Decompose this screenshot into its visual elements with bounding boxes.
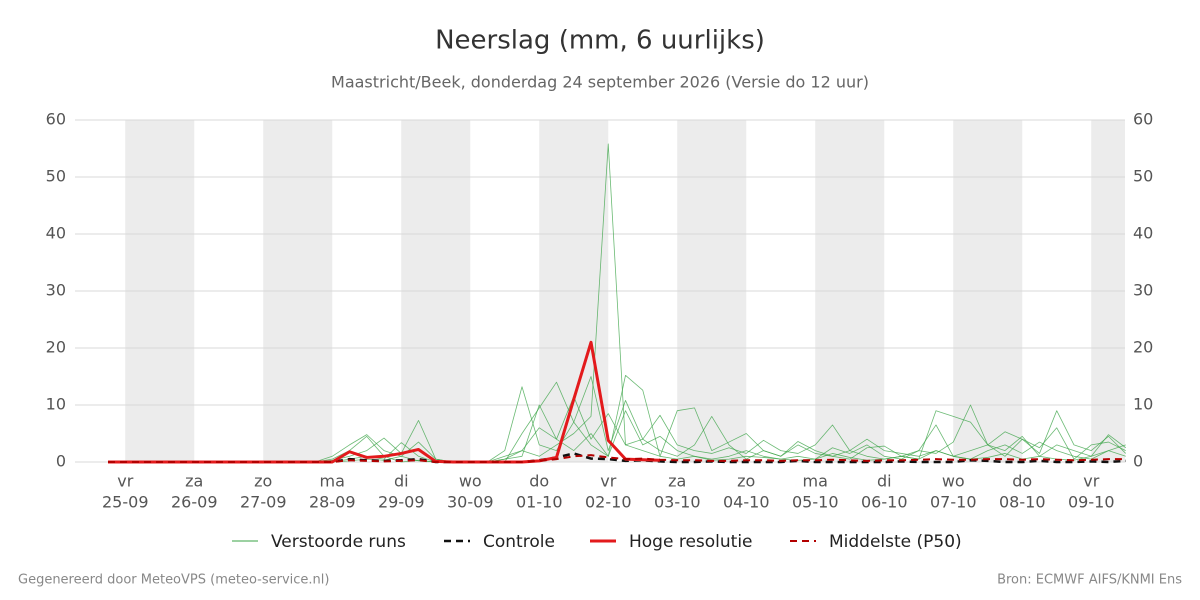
y2-tick-label: 20: [1133, 338, 1153, 357]
x-tick-label: 30-09: [447, 493, 494, 512]
y-tick-label: 0: [56, 452, 66, 471]
grid: vr 25-09 za 26-09 zo 27-09 ma 28-09 di 29-09 wo 30-…: [46, 110, 1154, 512]
x-tick-label: 09-10: [1068, 493, 1115, 512]
series-line: [108, 454, 1126, 463]
legend-label: Middelste (P50): [829, 532, 962, 552]
y-tick-label: 50: [46, 167, 66, 186]
x-tick-weekday: za: [185, 472, 203, 491]
x-tick-weekday: ma: [803, 472, 828, 491]
y2-tick-label: 60: [1133, 110, 1153, 129]
x-tick-label: 06-10: [861, 493, 908, 512]
x-tick-weekday: di: [394, 472, 409, 491]
y-tick-label: 10: [46, 395, 66, 414]
chart-title: Neerslag (mm, 6 uurlijks): [435, 26, 765, 56]
y2-tick-label: 0: [1133, 452, 1143, 471]
x-tick-label: 08-10: [999, 493, 1046, 512]
x-tick-label: 05-10: [792, 493, 839, 512]
legend: Verstoorde runs Controle Hoge resolutie Mid…: [232, 532, 962, 552]
y2-tick-label: 10: [1133, 395, 1153, 414]
legend-label: Verstoorde runs: [271, 532, 406, 552]
x-tick-weekday: zo: [254, 472, 272, 491]
x-tick-weekday: wo: [459, 472, 482, 491]
y-tick-label: 30: [46, 281, 66, 300]
x-tick-label: 26-09: [171, 493, 218, 512]
y-tick-label: 20: [46, 338, 66, 357]
x-tick-weekday: vr: [1083, 472, 1099, 491]
x-tick-weekday: do: [1012, 472, 1032, 491]
x-tick-label: 29-09: [378, 493, 425, 512]
series-line: [108, 340, 661, 464]
y2-tick-label: 30: [1133, 281, 1153, 300]
x-tick-weekday: vr: [117, 472, 133, 491]
x-tick-label: 25-09: [102, 493, 149, 512]
y2-tick-label: 50: [1133, 167, 1153, 186]
x-tick-label: 01-10: [516, 493, 563, 512]
y2-tick-label: 40: [1133, 224, 1153, 243]
x-tick-weekday: vr: [600, 472, 616, 491]
plot-area: [108, 143, 1127, 464]
x-tick-label: 27-09: [240, 493, 287, 512]
x-tick-label: 02-10: [585, 493, 632, 512]
x-tick-label: 07-10: [930, 493, 977, 512]
y-tick-label: 60: [46, 110, 66, 129]
chart-subtitle: Maastricht/Beek, donderdag 24 september …: [331, 73, 869, 92]
legend-label: Hoge resolutie: [629, 532, 753, 552]
legend-label: Controle: [483, 532, 555, 552]
x-tick-label: 28-09: [309, 493, 356, 512]
x-tick-weekday: di: [877, 472, 892, 491]
x-tick-weekday: wo: [942, 472, 965, 491]
y-tick-label: 40: [46, 224, 66, 243]
x-tick-weekday: ma: [320, 472, 345, 491]
footer-right: Bron: ECMWF AIFS/KNMI Ens: [997, 573, 1182, 588]
x-tick-label: 03-10: [654, 493, 701, 512]
x-tick-weekday: do: [529, 472, 549, 491]
footer-left: Gegenereerd door MeteoVPS (meteo-service…: [18, 573, 329, 588]
x-tick-label: 04-10: [723, 493, 770, 512]
x-tick-weekday: za: [668, 472, 686, 491]
x-tick-weekday: zo: [737, 472, 755, 491]
